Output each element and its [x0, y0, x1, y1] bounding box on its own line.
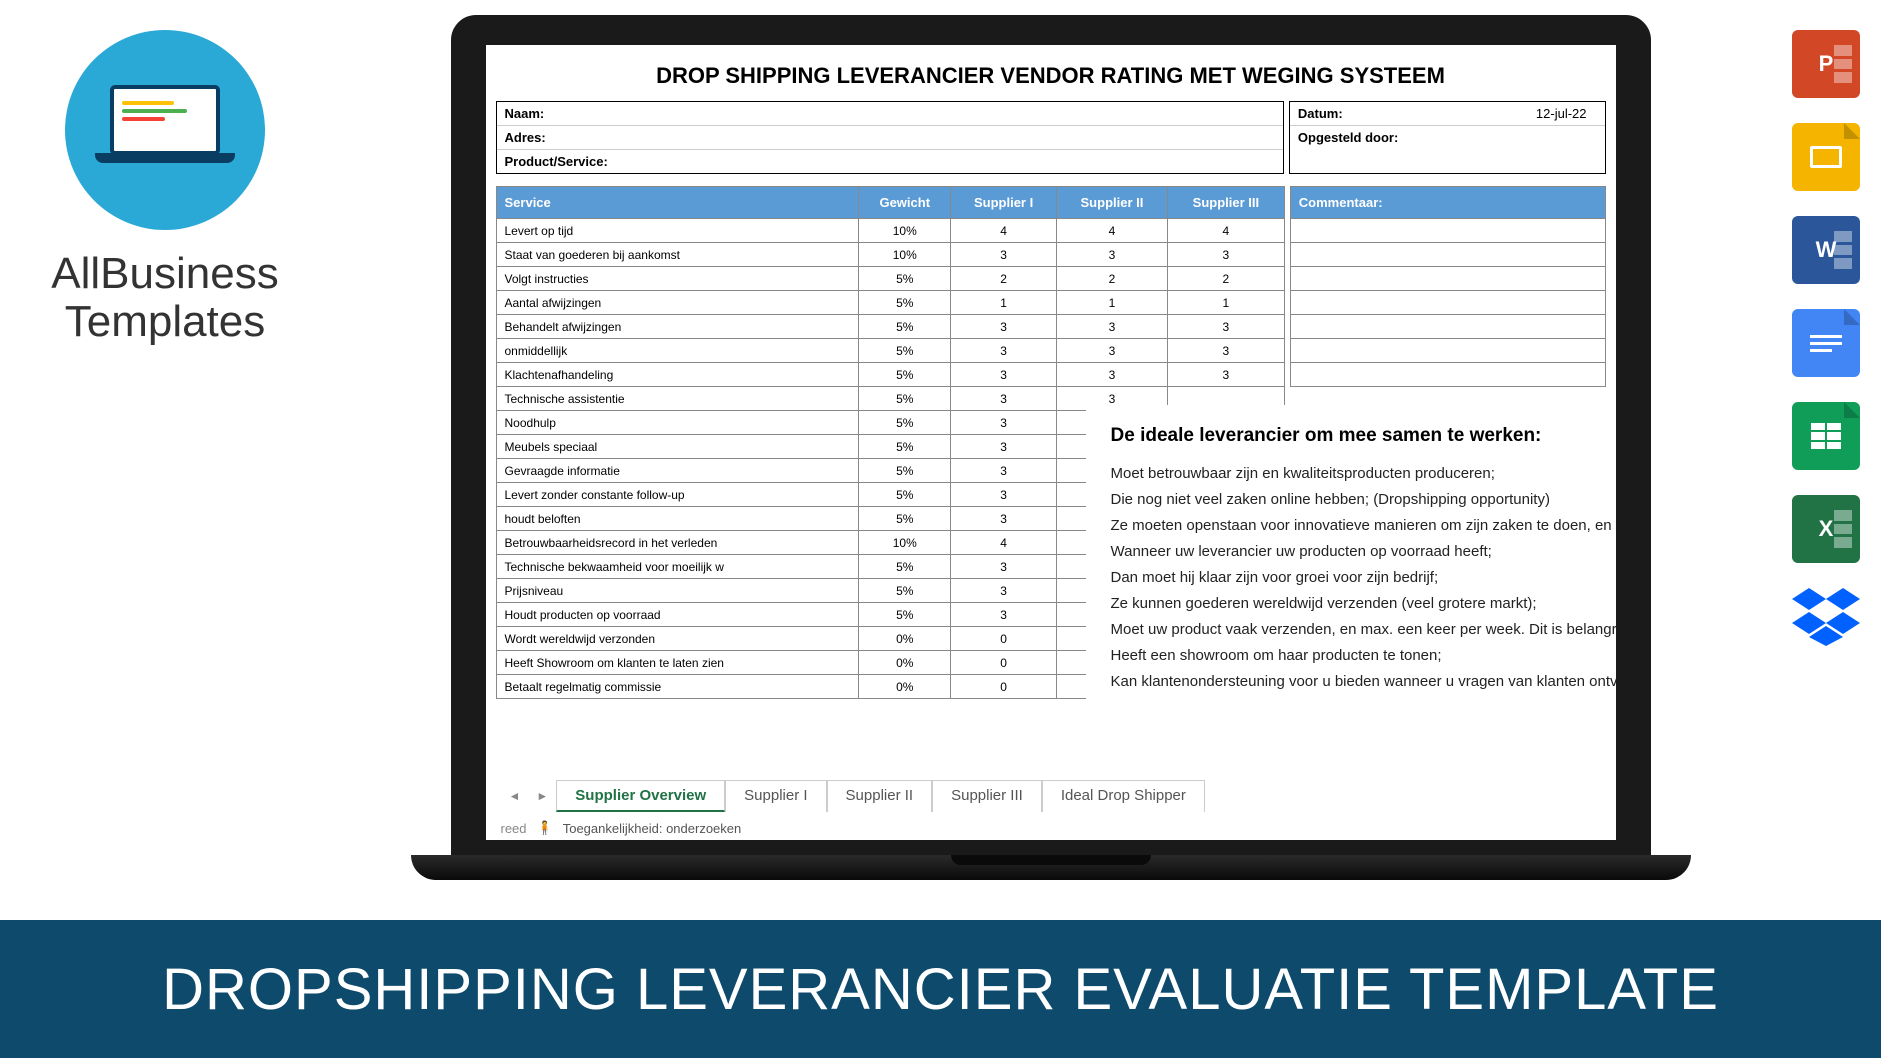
tab-nav-next[interactable]: ►	[528, 789, 556, 803]
file-format-icons: P W X	[1771, 0, 1881, 900]
sheet-tab[interactable]: Supplier III	[932, 780, 1042, 812]
overlay-line: Ze kunnen goederen wereldwijd verzenden …	[1111, 595, 1616, 612]
logo-circle-icon	[65, 30, 265, 230]
status-text: Toegankelijkheid: onderzoeken	[563, 821, 742, 836]
overlay-line: Die nog niet veel zaken online hebben; (…	[1111, 491, 1616, 508]
overlay-line: Dan moet hij klaar zijn voor groei voor …	[1111, 569, 1616, 586]
comment-row	[1290, 315, 1605, 339]
spreadsheet-screen: DROP SHIPPING LEVERANCIER VENDOR RATING …	[486, 45, 1616, 840]
header-label: Adres:	[505, 130, 645, 145]
powerpoint-icon[interactable]: P	[1792, 30, 1860, 98]
comment-row	[1290, 267, 1605, 291]
overlay-line: Ze moeten openstaan voor innovatieve man…	[1111, 517, 1616, 534]
table-row: Staat van goederen bij aankomst10%333	[496, 243, 1284, 267]
comment-header: Commentaar:	[1290, 187, 1605, 219]
word-icon[interactable]: W	[1792, 216, 1860, 284]
table-row: Volgt instructies5%222	[496, 267, 1284, 291]
table-header: Service	[496, 187, 859, 219]
header-block: Naam: Adres: Product/Service: Datum:12-jul…	[486, 101, 1616, 174]
accessibility-icon: 🧍	[537, 820, 553, 836]
sheets-icon[interactable]	[1792, 402, 1860, 470]
comment-row	[1290, 291, 1605, 315]
overlay-line: Kan klantenondersteuning voor u bieden w…	[1111, 673, 1616, 690]
table-header: Supplier III	[1168, 187, 1285, 219]
logo-area: AllBusiness Templates	[0, 0, 330, 900]
sheet-tab[interactable]: Supplier Overview	[556, 780, 725, 812]
overlay-line: Moet uw product vaak verzenden, en max. …	[1111, 621, 1616, 638]
main-layout: AllBusiness Templates DROP SHIPPING LEVE…	[0, 0, 1881, 900]
comment-row	[1290, 363, 1605, 387]
sheet-tab[interactable]: Supplier II	[827, 780, 933, 812]
table-row: Levert op tijd10%444	[496, 219, 1284, 243]
overlay-line: Wanneer uw leverancier uw producten op v…	[1111, 543, 1616, 560]
document-title: DROP SHIPPING LEVERANCIER VENDOR RATING …	[486, 45, 1616, 101]
header-label: Opgesteld door:	[1298, 130, 1438, 145]
header-label: Product/Service:	[505, 154, 645, 169]
sheet-tabs: ◄ ► Supplier OverviewSupplier ISupplier …	[501, 780, 1205, 812]
table-row: Aantal afwijzingen5%111	[496, 291, 1284, 315]
table-row: Behandelt afwijzingen5%333	[496, 315, 1284, 339]
sheet-tab[interactable]: Ideal Drop Shipper	[1042, 780, 1205, 812]
table-header: Supplier I	[951, 187, 1057, 219]
tab-nav-prev[interactable]: ◄	[501, 789, 529, 803]
status-bar: reed 🧍 Toegankelijkheid: onderzoeken	[501, 820, 742, 836]
header-value	[645, 106, 1275, 121]
table-row: onmiddellijk5%333	[496, 339, 1284, 363]
comment-row	[1290, 219, 1605, 243]
table-header: Supplier II	[1056, 187, 1167, 219]
table-header: Gewicht	[859, 187, 951, 219]
comment-row	[1290, 339, 1605, 363]
sheet-tab[interactable]: Supplier I	[725, 780, 826, 812]
header-value: 12-jul-22	[1438, 106, 1597, 121]
logo-text: AllBusiness Templates	[51, 250, 278, 347]
header-value	[1438, 130, 1597, 145]
overlay-title: De ideale leverancier om mee samen te we…	[1111, 425, 1616, 447]
dropbox-icon[interactable]	[1792, 588, 1860, 651]
header-value	[645, 154, 1275, 169]
laptop-mockup: DROP SHIPPING LEVERANCIER VENDOR RATING …	[330, 0, 1771, 900]
slides-icon[interactable]	[1792, 123, 1860, 191]
excel-icon[interactable]: X	[1792, 495, 1860, 563]
banner-title: DROPSHIPPING LEVERANCIER EVALUATIE TEMPL…	[0, 920, 1881, 1058]
overlay-line: Moet betrouwbaar zijn en kwaliteitsprodu…	[1111, 465, 1616, 482]
docs-icon[interactable]	[1792, 309, 1860, 377]
overlay-line: Heeft een showroom om haar producten te …	[1111, 647, 1616, 664]
comment-row	[1290, 243, 1605, 267]
header-label: Datum:	[1298, 106, 1438, 121]
header-value	[645, 130, 1275, 145]
ideal-supplier-overlay: De ideale leverancier om mee samen te we…	[1086, 405, 1616, 719]
table-row: Klachtenafhandeling5%333	[496, 363, 1284, 387]
header-label: Naam:	[505, 106, 645, 121]
